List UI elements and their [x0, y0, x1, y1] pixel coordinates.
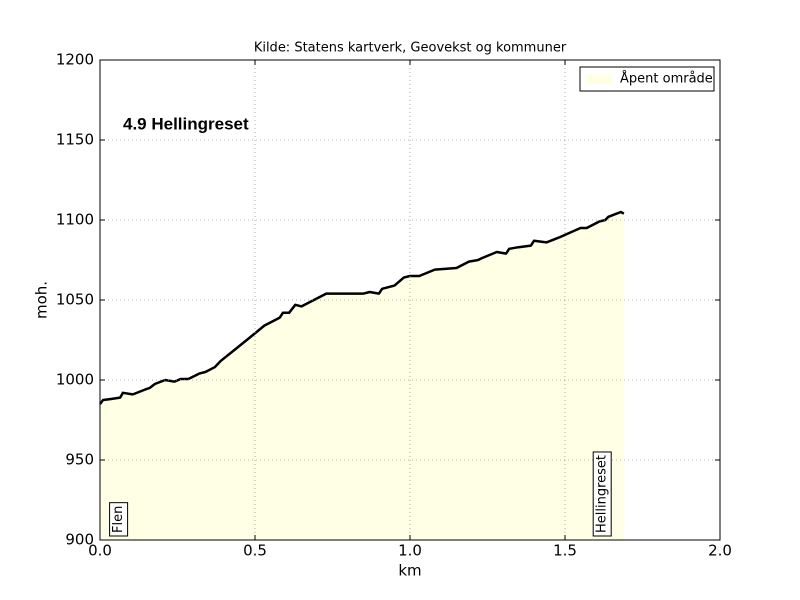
place-annotation: Flen	[109, 502, 129, 537]
place-label: Hellingreset	[595, 455, 610, 533]
y-tick-label: 1150	[56, 131, 94, 149]
place-label: Flen	[111, 506, 126, 533]
y-tick-label: 1100	[56, 211, 94, 229]
legend-swatch	[586, 74, 612, 84]
place-box	[109, 502, 129, 537]
x-tick-label: 0.5	[243, 542, 267, 560]
y-tick-label: 950	[65, 451, 94, 469]
legend-label: Åpent område	[620, 71, 713, 87]
x-tick-label: 2.0	[708, 542, 732, 560]
x-tick-label: 1.0	[398, 542, 422, 560]
y-tick-label: 1050	[56, 291, 94, 309]
x-tick-label: 1.5	[553, 542, 577, 560]
y-tick-label: 1000	[56, 371, 94, 389]
y-axis-label: moh.	[33, 281, 51, 319]
x-axis-label: km	[398, 562, 421, 580]
chart-title: Kilde: Statens kartverk, Geovekst og kom…	[254, 41, 567, 56]
place-annotation: Hellingreset	[592, 451, 612, 537]
y-tick-label: 900	[65, 531, 94, 549]
x-tick-label: 0.0	[88, 542, 112, 560]
inner-title: 4.9 Hellingreset	[123, 114, 249, 133]
place-box	[592, 451, 612, 537]
area-fill	[100, 212, 624, 540]
y-tick-label: 1200	[56, 51, 94, 69]
profile-line	[99, 210, 625, 405]
